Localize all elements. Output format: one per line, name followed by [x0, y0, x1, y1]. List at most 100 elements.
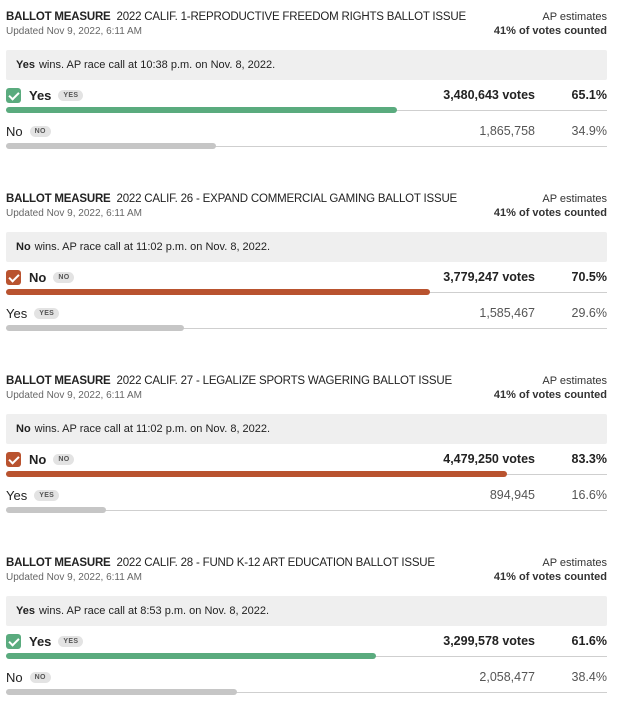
- measure-title: 2022 CALIF. 26 - EXPAND COMMERCIAL GAMIN…: [116, 193, 458, 205]
- measure-kind: BALLOT MEASURE: [6, 375, 111, 387]
- vote-percent: 83.3%: [571, 452, 607, 466]
- estimates: AP estimates 41% of votes counted: [494, 11, 607, 37]
- measure-title: 2022 CALIF. 28 - FUND K-12 ART EDUCATION…: [116, 557, 436, 569]
- measure-title-line: BALLOT MEASURE 2022 CALIF. 26 - EXPAND CO…: [6, 193, 607, 205]
- vote-percent: 29.6%: [571, 306, 607, 320]
- checkmark-icon: [6, 451, 21, 467]
- estimates: AP estimates 41% of votes counted: [494, 557, 607, 583]
- checkmark-icon: [6, 269, 21, 285]
- measure-header: BALLOT MEASURE 2022 CALIF. 1-REPRODUCTIVE…: [6, 0, 607, 49]
- race-call-banner: No wins. AP race call at 11:02 p.m. on No…: [6, 414, 607, 444]
- measure-kind: BALLOT MEASURE: [6, 193, 111, 205]
- vote-percent: 34.9%: [571, 124, 607, 138]
- choice-badge: NO: [29, 671, 51, 683]
- vote-bar: [6, 289, 430, 295]
- choice-badge: YES: [34, 489, 60, 501]
- vote-bar-track: [6, 471, 607, 477]
- choice-name: Yes: [29, 87, 52, 103]
- choice-badge: YES: [58, 89, 84, 101]
- votes-counted: 41% of votes counted: [493, 571, 607, 583]
- choice-name: Yes: [6, 305, 28, 321]
- banner-text: wins. AP race call at 11:02 p.m. on Nov.…: [34, 241, 271, 253]
- vote-bar: [6, 143, 216, 149]
- measure-title-line: BALLOT MEASURE 2022 CALIF. 27 - LEGALIZE …: [6, 375, 607, 387]
- vote-count: 3,779,247 votes: [443, 270, 535, 284]
- banner-winner: Yes: [16, 59, 35, 71]
- vote-bar: [6, 325, 184, 331]
- banner-winner: No: [16, 241, 31, 253]
- choice-badge: YES: [34, 307, 60, 319]
- estimates-label: AP estimates: [542, 11, 607, 23]
- vote-percent: 65.1%: [571, 88, 607, 102]
- banner-winner: Yes: [16, 605, 35, 617]
- vote-count: 3,299,578 votes: [443, 634, 535, 648]
- result-row-winner: No NO 3,779,247 votes 70.5%: [6, 262, 607, 298]
- votes-counted: 41% of votes counted: [493, 25, 607, 37]
- estimates-label: AP estimates: [542, 193, 607, 205]
- race-call-banner: Yes wins. AP race call at 10:38 p.m. on N…: [6, 50, 607, 80]
- result-row: Yes YES 1,585,467 29.6%: [6, 298, 607, 334]
- measure-card: BALLOT MEASURE 2022 CALIF. 1-REPRODUCTIVE…: [6, 0, 607, 182]
- vote-bar-track: [6, 289, 607, 295]
- race-call-banner: Yes wins. AP race call at 8:53 p.m. on No…: [6, 596, 607, 626]
- updated-time: Updated Nov 9, 2022, 6:11 AM: [6, 26, 143, 37]
- measure-card: BALLOT MEASURE 2022 CALIF. 26 - EXPAND CO…: [6, 182, 607, 364]
- vote-bar: [6, 471, 507, 477]
- vote-count: 1,865,758: [479, 124, 535, 138]
- vote-percent: 70.5%: [571, 270, 607, 284]
- banner-text: wins. AP race call at 11:02 p.m. on Nov.…: [34, 423, 271, 435]
- result-row: No NO 1,865,758 34.9%: [6, 116, 607, 152]
- result-row: Yes YES 894,945 16.6%: [6, 480, 607, 516]
- vote-bar: [6, 689, 237, 695]
- result-row-winner: Yes YES 3,480,643 votes 65.1%: [6, 80, 607, 116]
- choice-name: No: [6, 669, 23, 685]
- choice-badge: NO: [29, 125, 51, 137]
- vote-bar-track: [6, 143, 607, 149]
- measure-title-line: BALLOT MEASURE 2022 CALIF. 28 - FUND K-12…: [6, 557, 607, 569]
- estimates: AP estimates 41% of votes counted: [494, 375, 607, 401]
- vote-percent: 16.6%: [571, 488, 607, 502]
- vote-bar-track: [6, 507, 607, 513]
- estimates-label: AP estimates: [542, 557, 607, 569]
- vote-percent: 38.4%: [571, 670, 607, 684]
- result-row-winner: Yes YES 3,299,578 votes 61.6%: [6, 626, 607, 662]
- measure-kind: BALLOT MEASURE: [6, 557, 111, 569]
- vote-bar: [6, 107, 398, 113]
- vote-count: 2,058,477: [479, 670, 535, 684]
- choice-name: No: [29, 269, 47, 285]
- banner-text: wins. AP race call at 10:38 p.m. on Nov.…: [38, 59, 276, 71]
- race-call-banner: No wins. AP race call at 11:02 p.m. on No…: [6, 232, 607, 262]
- updated-time: Updated Nov 9, 2022, 6:11 AM: [6, 208, 143, 219]
- vote-bar: [6, 507, 106, 513]
- vote-count: 894,945: [489, 488, 535, 502]
- choice-name: No: [6, 123, 23, 139]
- estimates-label: AP estimates: [542, 375, 607, 387]
- measure-kind: BALLOT MEASURE: [6, 11, 111, 23]
- vote-bar-track: [6, 689, 607, 695]
- banner-winner: No: [16, 423, 31, 435]
- choice-name: Yes: [6, 487, 28, 503]
- votes-counted: 41% of votes counted: [493, 207, 607, 219]
- choice-name: No: [29, 451, 47, 467]
- choice-badge: NO: [53, 271, 75, 283]
- checkmark-icon: [6, 87, 21, 103]
- updated-time: Updated Nov 9, 2022, 6:11 AM: [6, 390, 143, 401]
- measure-card: BALLOT MEASURE 2022 CALIF. 27 - LEGALIZE …: [6, 364, 607, 546]
- vote-bar-track: [6, 107, 607, 113]
- choice-name: Yes: [29, 633, 52, 649]
- checkmark-icon: [6, 633, 21, 649]
- vote-count: 1,585,467: [479, 306, 535, 320]
- banner-text: wins. AP race call at 8:53 p.m. on Nov. …: [38, 605, 270, 617]
- vote-bar: [6, 653, 377, 659]
- measure-title-line: BALLOT MEASURE 2022 CALIF. 1-REPRODUCTIVE…: [6, 11, 607, 23]
- vote-bar-track: [6, 653, 607, 659]
- measure-header: BALLOT MEASURE 2022 CALIF. 27 - LEGALIZE …: [6, 364, 607, 413]
- vote-percent: 61.6%: [571, 634, 607, 648]
- estimates: AP estimates 41% of votes counted: [494, 193, 607, 219]
- measure-card: BALLOT MEASURE 2022 CALIF. 28 - FUND K-12…: [6, 546, 607, 728]
- choice-badge: NO: [53, 453, 75, 465]
- vote-bar-track: [6, 325, 607, 331]
- votes-counted: 41% of votes counted: [493, 389, 607, 401]
- vote-count: 4,479,250 votes: [443, 452, 535, 466]
